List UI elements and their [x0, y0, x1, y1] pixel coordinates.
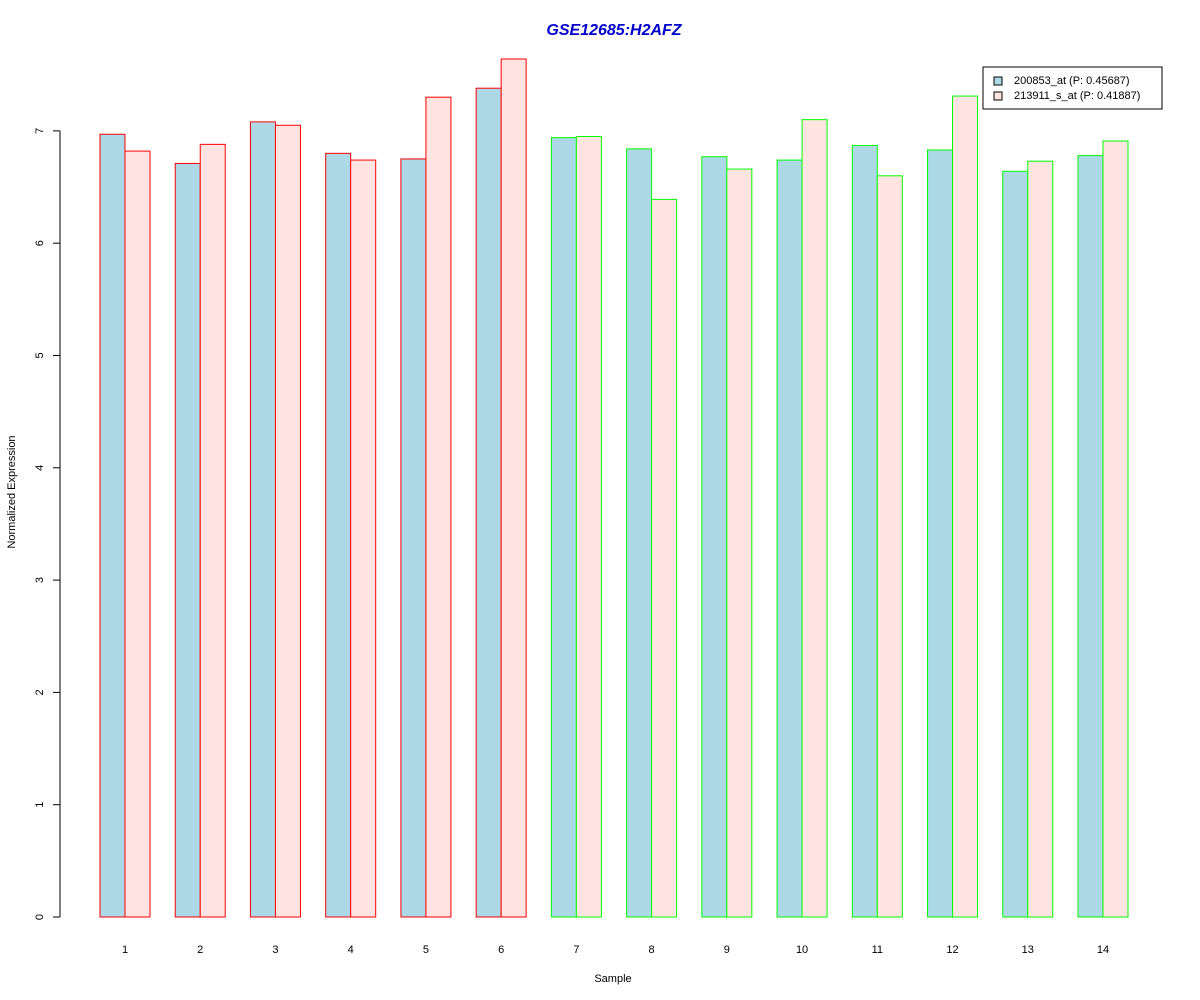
x-tick-label: 10: [796, 944, 808, 956]
bar: [174, 162, 201, 918]
x-tick-label: 8: [649, 944, 655, 956]
x-tick-label: 6: [498, 944, 504, 956]
bar: [726, 168, 753, 918]
y-tick-label: 7: [34, 128, 46, 134]
y-tick-label: 0: [34, 914, 46, 920]
x-tick-label: 2: [197, 944, 203, 956]
y-tick-label: 1: [34, 802, 46, 808]
bar: [550, 137, 577, 918]
bar: [500, 58, 527, 918]
bar: [400, 158, 427, 918]
x-tick-label: 1: [122, 944, 128, 956]
legend-swatch: [993, 91, 1003, 101]
bar: [1027, 160, 1054, 918]
bar: [124, 150, 151, 918]
y-tick-label: 2: [34, 689, 46, 695]
bar: [249, 121, 276, 918]
bar: [626, 148, 653, 918]
x-tick-label: 12: [946, 944, 958, 956]
y-tick-label: 6: [34, 240, 46, 246]
bar: [851, 144, 878, 918]
y-tick-label: 5: [34, 352, 46, 358]
bar: [1102, 140, 1129, 918]
bar: [199, 143, 226, 918]
bar: [776, 159, 803, 918]
legend-box: [982, 66, 1163, 110]
legend-label: 200853_at (P: 0.45687): [1014, 75, 1130, 87]
x-tick-label: 14: [1097, 944, 1109, 956]
bar: [325, 152, 352, 918]
bar: [99, 133, 126, 918]
bar: [1077, 155, 1104, 918]
y-tick-label: 4: [34, 465, 46, 471]
bar: [801, 119, 828, 918]
x-tick-label: 7: [573, 944, 579, 956]
chart-title: GSE12685:H2AFZ: [546, 22, 682, 39]
x-tick-label: 4: [348, 944, 354, 956]
x-tick-label: 13: [1022, 944, 1034, 956]
bar: [475, 87, 502, 918]
bar: [425, 96, 452, 918]
bar: [952, 95, 979, 918]
x-axis-label: Sample: [594, 973, 631, 985]
bar: [651, 198, 678, 918]
x-tick-label: 5: [423, 944, 429, 956]
bar: [701, 156, 728, 918]
y-axis-label: Normalized Expression: [6, 435, 18, 548]
x-tick-label: 11: [872, 944, 883, 956]
legend-swatch: [993, 76, 1003, 86]
bar: [274, 124, 301, 918]
bar: [1002, 170, 1029, 918]
bar: [876, 175, 903, 918]
bar: [575, 135, 602, 918]
bar: [350, 159, 377, 918]
x-tick-label: 3: [272, 944, 278, 956]
x-tick-label: 9: [724, 944, 730, 956]
y-tick-label: 3: [34, 577, 46, 583]
legend-label: 213911_s_at (P: 0.41887): [1014, 90, 1140, 102]
bar: [927, 149, 954, 918]
